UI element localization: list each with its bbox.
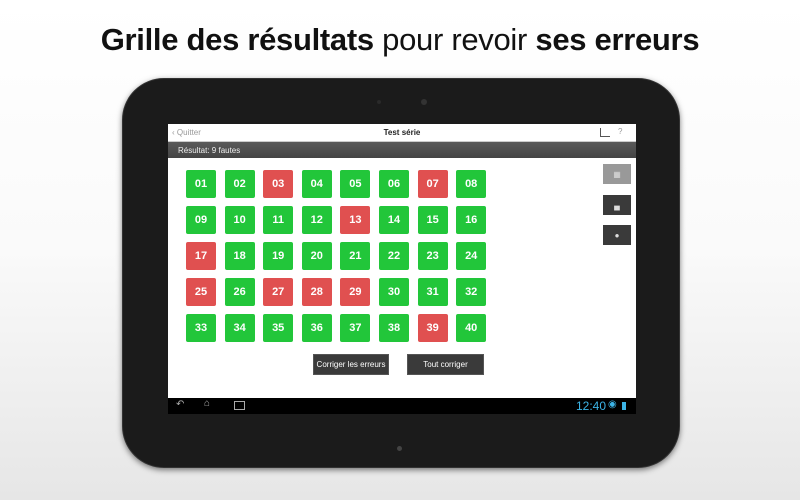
question-cell[interactable]: 09 (186, 206, 216, 234)
question-cell[interactable]: 27 (263, 278, 294, 306)
recent-apps-icon[interactable] (234, 401, 245, 410)
question-cell[interactable]: 16 (456, 206, 487, 234)
camera (421, 99, 427, 105)
app-screen: ‹ Quitter Test série ? Résultat: 9 faute… (168, 124, 636, 414)
question-cell[interactable]: 25 (186, 278, 216, 306)
back-button[interactable]: ‹ Quitter (172, 128, 201, 137)
system-nav-bar: ↶ ⌂ 12:40 ◉ (168, 398, 636, 414)
chart-view-button[interactable]: ▄ (603, 195, 631, 215)
question-cell[interactable]: 22 (379, 242, 409, 270)
question-cell[interactable]: 05 (340, 170, 371, 198)
wifi-icon: ◉ (608, 399, 617, 410)
question-cell[interactable]: 19 (263, 242, 294, 270)
question-cell[interactable]: 13 (340, 206, 371, 234)
grid-icon: ▦ (613, 169, 621, 179)
comment-icon: ● (614, 230, 620, 240)
question-cell[interactable]: 26 (224, 278, 255, 306)
question-cell[interactable]: 15 (417, 206, 448, 234)
question-cell[interactable]: 21 (340, 242, 371, 270)
bar-chart-icon: ▄ (614, 200, 620, 210)
comment-button[interactable]: ● (603, 225, 631, 245)
question-cell[interactable]: 14 (379, 206, 409, 234)
question-cell[interactable]: 28 (301, 278, 332, 306)
question-cell[interactable]: 10 (224, 206, 255, 234)
clock: 12:40 (576, 399, 607, 413)
question-cell[interactable]: 30 (379, 278, 409, 306)
headline: Grille des résultats pour revoir ses err… (100, 22, 700, 57)
question-cell[interactable]: 17 (186, 242, 216, 270)
question-cell[interactable]: 07 (417, 170, 448, 198)
question-cell[interactable]: 34 (224, 314, 255, 342)
question-cell[interactable]: 20 (301, 242, 332, 270)
question-cell[interactable]: 01 (186, 170, 216, 198)
question-cell[interactable]: 32 (456, 278, 487, 306)
battery-icon (622, 402, 626, 410)
question-cell[interactable]: 23 (417, 242, 448, 270)
question-cell[interactable]: 31 (417, 278, 448, 306)
question-cell[interactable]: 38 (379, 314, 409, 342)
home-icon[interactable]: ⌂ (204, 398, 211, 409)
question-cell[interactable]: 24 (456, 242, 487, 270)
back-nav-icon[interactable]: ↶ (176, 399, 185, 410)
question-cell[interactable]: 29 (340, 278, 371, 306)
question-cell[interactable]: 35 (263, 314, 294, 342)
question-cell[interactable]: 11 (263, 206, 294, 234)
result-bar: Résultat: 9 fautes (168, 142, 636, 158)
question-cell[interactable]: 02 (224, 170, 255, 198)
question-cell[interactable]: 08 (456, 170, 487, 198)
sensor (377, 100, 381, 104)
question-cell[interactable]: 03 (263, 170, 294, 198)
grid-view-button[interactable]: ▦ (603, 164, 631, 184)
question-cell[interactable]: 39 (417, 314, 448, 342)
help-button[interactable]: ? (618, 127, 623, 136)
question-cell[interactable]: 33 (186, 314, 216, 342)
question-cell[interactable]: 12 (301, 206, 332, 234)
stats-chart-icon[interactable] (600, 128, 610, 137)
page-title: Test série (383, 128, 421, 137)
fix-all-button[interactable]: Tout corriger (407, 354, 484, 375)
question-cell[interactable]: 40 (456, 314, 487, 342)
question-cell[interactable]: 36 (301, 314, 332, 342)
question-cell[interactable]: 06 (379, 170, 409, 198)
question-cell[interactable]: 04 (301, 170, 332, 198)
question-cell[interactable]: 37 (340, 314, 371, 342)
question-cell[interactable]: 18 (224, 242, 255, 270)
tablet-dot (397, 446, 402, 451)
app-bar: ‹ Quitter Test série ? (168, 124, 636, 142)
fix-errors-button[interactable]: Corriger les erreurs (313, 354, 389, 375)
